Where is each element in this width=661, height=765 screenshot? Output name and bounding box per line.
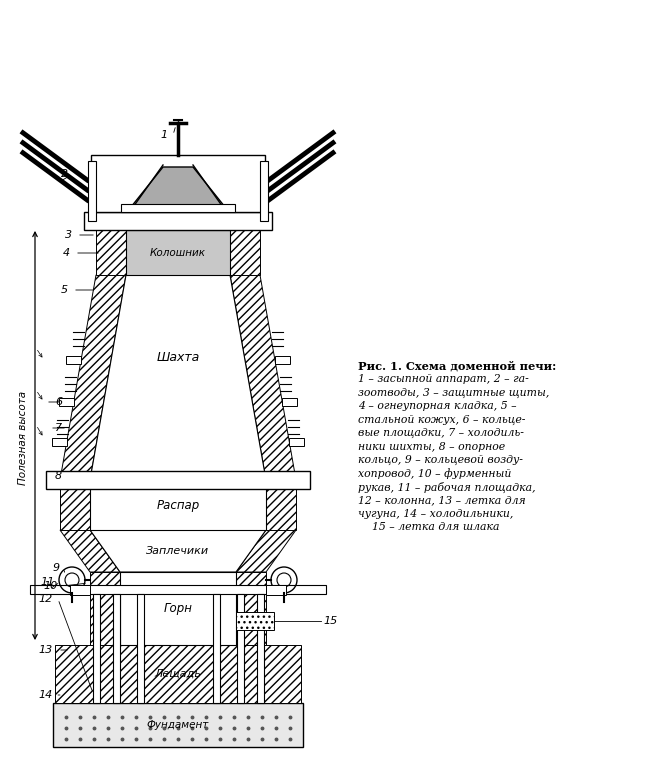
Text: 8: 8 <box>55 471 62 481</box>
Bar <box>93 594 100 703</box>
Polygon shape <box>236 530 296 572</box>
Text: 11: 11 <box>41 577 55 587</box>
Polygon shape <box>131 167 225 207</box>
Text: 10: 10 <box>44 581 58 591</box>
Polygon shape <box>60 530 120 572</box>
Bar <box>53 703 303 747</box>
Text: ники шихты, 8 – опорное: ники шихты, 8 – опорное <box>358 441 505 451</box>
Bar <box>213 594 220 703</box>
Text: 9: 9 <box>53 563 60 573</box>
Text: 4 – огнеупорная кладка, 5 –: 4 – огнеупорная кладка, 5 – <box>358 401 517 411</box>
Text: 2: 2 <box>61 169 68 179</box>
Text: стальной кожух, 6 – кольце-: стальной кожух, 6 – кольце- <box>358 415 525 425</box>
Bar <box>90 480 266 530</box>
Bar <box>52 438 67 446</box>
Polygon shape <box>60 275 126 480</box>
Bar <box>113 594 120 703</box>
Bar <box>275 356 290 364</box>
Text: Заплечики: Заплечики <box>147 546 210 556</box>
Text: 13: 13 <box>39 645 53 655</box>
Bar <box>236 612 274 630</box>
Text: Распар: Распар <box>157 499 200 512</box>
Text: хопровод, 10 – фурменный: хопровод, 10 – фурменный <box>358 468 512 480</box>
Text: 1 – засыпной аппарат, 2 – га-: 1 – засыпной аппарат, 2 – га- <box>358 374 529 384</box>
Bar <box>257 594 264 703</box>
Bar <box>70 585 90 595</box>
Text: вые площадки, 7 – холодиль-: вые площадки, 7 – холодиль- <box>358 428 524 438</box>
Bar <box>290 438 304 446</box>
Bar <box>237 594 244 703</box>
Text: 1: 1 <box>161 130 168 140</box>
Bar <box>88 161 96 221</box>
Text: Рис. 1. Схема доменной печи:: Рис. 1. Схема доменной печи: <box>358 360 557 371</box>
Text: 15 – летка для шлака: 15 – летка для шлака <box>358 522 500 532</box>
Text: 6: 6 <box>55 397 62 407</box>
Polygon shape <box>230 275 296 480</box>
Text: Полезная высота: Полезная высота <box>18 390 28 484</box>
Polygon shape <box>55 645 301 703</box>
Bar <box>121 204 235 212</box>
Bar <box>260 161 268 221</box>
Bar <box>126 230 230 275</box>
Text: 14: 14 <box>39 690 53 700</box>
Text: кольцо, 9 – кольцевой возду-: кольцо, 9 – кольцевой возду- <box>358 455 523 465</box>
Text: Колошник: Колошник <box>150 248 206 258</box>
Polygon shape <box>90 530 266 572</box>
Text: 12 – колонна, 13 – летка для: 12 – колонна, 13 – летка для <box>358 496 525 506</box>
Polygon shape <box>266 480 296 530</box>
Polygon shape <box>60 480 90 530</box>
Text: 4: 4 <box>63 248 70 258</box>
Polygon shape <box>96 230 126 275</box>
Text: чугуна, 14 – холодильники,: чугуна, 14 – холодильники, <box>358 509 514 519</box>
Text: Фундамент: Фундамент <box>147 720 209 730</box>
Bar <box>91 155 265 212</box>
Bar <box>266 585 286 595</box>
Polygon shape <box>236 572 266 645</box>
Polygon shape <box>230 230 260 275</box>
Bar <box>282 398 297 406</box>
Polygon shape <box>90 572 120 645</box>
Bar <box>30 585 326 594</box>
Text: 15: 15 <box>323 616 337 626</box>
Polygon shape <box>90 275 266 480</box>
Bar <box>46 471 310 489</box>
Text: зоотводы, 3 – защитные щиты,: зоотводы, 3 – защитные щиты, <box>358 388 549 398</box>
Text: рукав, 11 – рабочая площадка,: рукав, 11 – рабочая площадка, <box>358 482 535 493</box>
Text: Шахта: Шахта <box>157 351 200 364</box>
Text: 5: 5 <box>61 285 68 295</box>
Bar <box>84 212 272 230</box>
Bar <box>137 594 144 703</box>
Bar <box>66 356 81 364</box>
Text: 7: 7 <box>55 423 62 433</box>
Text: Лещадь: Лещадь <box>155 669 202 679</box>
Bar <box>120 572 236 645</box>
Bar <box>59 398 73 406</box>
Text: 12: 12 <box>39 594 53 604</box>
Text: 3: 3 <box>65 230 72 240</box>
Text: Горн: Горн <box>163 602 192 615</box>
